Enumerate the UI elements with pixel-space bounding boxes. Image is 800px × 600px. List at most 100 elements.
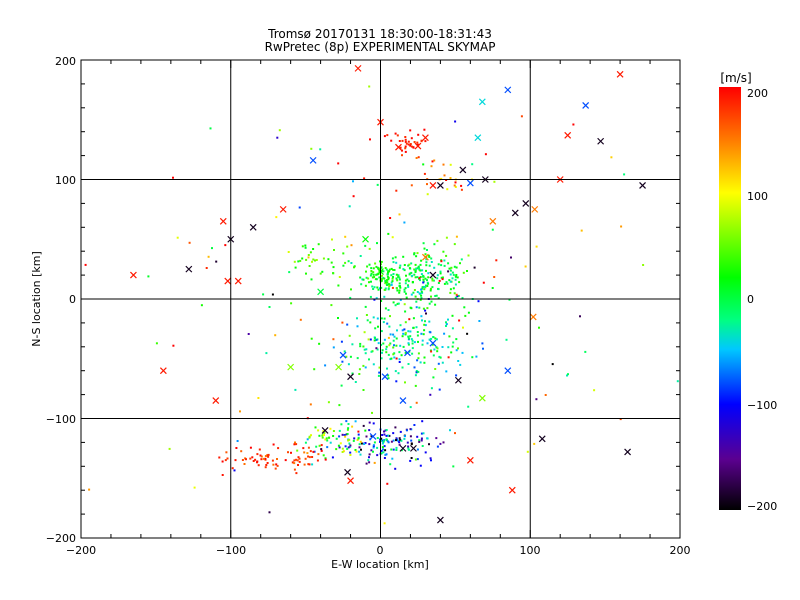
cross-stroke [454, 376, 462, 384]
data-point-cross [395, 143, 402, 151]
data-point [320, 449, 323, 452]
data-point [440, 276, 443, 279]
data-point-cross [436, 182, 444, 189]
data-point [399, 324, 402, 327]
cross-stroke [531, 205, 539, 213]
data-point [362, 424, 365, 427]
data-point [378, 276, 381, 279]
data-point-cross [354, 64, 362, 72]
data-point [351, 372, 354, 375]
data-point [403, 269, 406, 272]
data-point [398, 276, 401, 279]
data-point [386, 134, 389, 137]
data-point [386, 367, 388, 370]
data-point [330, 304, 333, 307]
data-point [243, 463, 246, 465]
data-point-cross [404, 349, 411, 357]
data-point-cross [422, 253, 429, 261]
data-point [466, 332, 469, 335]
data-point [445, 254, 448, 257]
data-point [389, 342, 392, 345]
data-point-cross [429, 339, 437, 347]
data-point [443, 332, 446, 335]
data-point [395, 277, 398, 280]
cross-stroke [335, 363, 342, 371]
data-point [367, 338, 370, 341]
data-point [422, 275, 425, 278]
data-point-cross [321, 427, 329, 434]
data-point [401, 154, 403, 157]
data-point [376, 348, 379, 351]
data-point [439, 442, 442, 445]
data-point [209, 127, 212, 130]
data-point [359, 440, 362, 443]
cross-stroke [279, 205, 287, 213]
data-point [326, 439, 329, 442]
data-point-cross [339, 351, 347, 359]
data-point [351, 425, 354, 428]
data-point [414, 276, 417, 279]
data-point [381, 274, 383, 277]
data-point [478, 320, 481, 322]
data-point [221, 460, 224, 463]
data-point [264, 457, 267, 460]
data-point [365, 276, 368, 279]
data-point [392, 269, 395, 271]
data-point [447, 270, 450, 273]
data-point [481, 342, 484, 345]
data-point [299, 318, 302, 321]
data-point [304, 246, 307, 249]
data-point [404, 435, 406, 438]
data-point [414, 269, 417, 272]
data-point [88, 488, 91, 491]
data-point [225, 451, 228, 454]
cross-stroke [309, 156, 317, 164]
data-point [312, 258, 315, 261]
data-point [383, 135, 386, 138]
data-point [309, 251, 312, 254]
data-point-cross [414, 142, 422, 150]
data-point [361, 278, 364, 281]
data-point [406, 429, 408, 432]
cross-stroke [369, 433, 377, 440]
data-point [433, 243, 436, 246]
data-point [351, 343, 354, 346]
data-point [348, 334, 351, 337]
data-point [407, 335, 410, 338]
data-point [362, 364, 365, 367]
data-point [386, 273, 389, 275]
data-point [251, 456, 254, 459]
data-point [442, 163, 445, 166]
data-point [381, 434, 384, 436]
data-point [308, 265, 311, 267]
data-point [412, 326, 415, 329]
data-point [298, 206, 301, 209]
data-point [235, 447, 238, 449]
data-point [284, 459, 287, 462]
data-point [454, 278, 457, 281]
cross-stroke [317, 288, 325, 296]
data-point [429, 331, 432, 334]
data-point [294, 441, 296, 444]
data-point [342, 264, 345, 267]
data-point [393, 344, 395, 347]
data-point [438, 388, 441, 391]
data-point [414, 374, 417, 377]
data-point [471, 163, 474, 166]
data-point [436, 239, 439, 242]
data-point [365, 270, 367, 273]
data-point [407, 448, 410, 451]
data-point [368, 247, 371, 250]
data-point-cross [466, 179, 474, 187]
data-point [454, 120, 457, 123]
data-point [307, 463, 310, 466]
data-point [224, 244, 227, 247]
data-point [365, 435, 368, 438]
data-point [314, 426, 317, 429]
data-point [461, 297, 464, 300]
data-point [349, 444, 352, 447]
data-point [397, 275, 400, 278]
data-point [409, 335, 412, 338]
data-point [366, 265, 369, 268]
data-point-cross [538, 435, 546, 443]
